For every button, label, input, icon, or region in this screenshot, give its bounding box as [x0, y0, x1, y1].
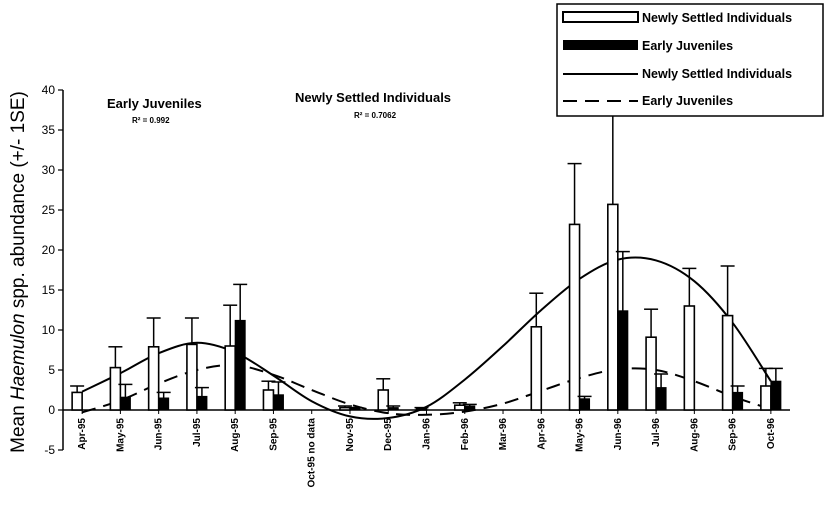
x-tick-label: Dec-95 [383, 418, 394, 451]
bar [770, 380, 782, 411]
x-tick-label: Sep-95 [268, 418, 279, 451]
x-tick-label: Feb-96 [460, 418, 471, 451]
bar [415, 407, 428, 411]
x-tick-label: Aug-95 [230, 418, 241, 452]
bar [732, 391, 744, 411]
legend-label: Newly Settled Individuals [642, 11, 792, 25]
bar-series [71, 203, 782, 411]
x-tick-label: Apr-96 [536, 418, 547, 450]
bar [147, 345, 160, 411]
annotation-r2: R² = 0.992 [132, 116, 170, 125]
bar [579, 398, 591, 411]
trend-line [81, 256, 772, 420]
legend-swatch-newly-settled-bar [562, 11, 639, 23]
legend-label: Early Juveniles [642, 94, 733, 108]
x-tick-label: Jun-95 [154, 418, 165, 451]
bar [224, 345, 236, 411]
y-tick-label: 25 [42, 203, 56, 217]
y-tick-label: 15 [42, 283, 56, 297]
x-tick-labels: Apr-95 May-95 Jun-95 Jul-95 Aug-95 Sep-95 Oct-… [77, 418, 777, 488]
y-tick-label: 30 [42, 163, 56, 177]
annotation-newly-settled: Newly Settled Individuals R² = 0.7062 [295, 90, 451, 120]
bar [607, 203, 619, 411]
x-tick-label: Jul-95 [192, 418, 203, 447]
bar [71, 391, 83, 411]
y-tick-label: 0 [48, 403, 55, 417]
x-tick-label: Apr-95 [77, 418, 88, 450]
y-axis-label: Mean Haemulon spp. abundance (+/- 1SE) [8, 91, 29, 453]
annotation-label: Newly Settled Individuals [295, 90, 451, 105]
error-bars [70, 113, 783, 409]
x-tick-label: Aug-96 [689, 418, 700, 452]
svg-text:Mean Haemulon spp. abundance (: Mean Haemulon spp. abundance (+/- 1SE) [8, 91, 29, 453]
x-tick-label: Oct-96 [766, 418, 777, 450]
bar [262, 389, 275, 411]
legend-swatch-early-juveniles-bar [563, 40, 638, 50]
x-tick-label: Jun-96 [613, 418, 624, 451]
bar [453, 404, 466, 411]
x-tick-label: May-95 [115, 418, 126, 452]
bar [617, 310, 629, 411]
bar [530, 325, 543, 411]
annotation-label: Early Juveniles [107, 96, 202, 111]
y-tick-label: -5 [44, 443, 55, 457]
bar [655, 387, 667, 411]
x-tick-label: May-96 [575, 418, 586, 452]
bar [760, 385, 772, 411]
y-tick-label: 10 [42, 323, 56, 337]
y-tick-label: 20 [42, 243, 56, 257]
bar [109, 366, 122, 411]
bar [119, 396, 131, 411]
bar [186, 343, 198, 411]
bar [683, 305, 696, 411]
x-tick-label: Mar-96 [498, 418, 509, 451]
bar [464, 405, 476, 411]
annotation-r2: R² = 0.7062 [354, 111, 397, 120]
x-tick-label: Jul-96 [651, 418, 662, 447]
x-tick-label: Nov-95 [345, 418, 356, 452]
x-tick-label: Oct-95 no data [307, 418, 318, 488]
bar [349, 407, 361, 411]
axes: -5 0 5 10 15 20 25 30 35 40 [42, 83, 790, 457]
y-tick-label: 35 [42, 123, 56, 137]
bar [158, 397, 170, 411]
bar [721, 314, 734, 411]
bar [272, 394, 284, 411]
y-tick-label: 40 [42, 83, 56, 97]
x-tick-label: Jan-96 [422, 418, 433, 450]
legend-label: Newly Settled Individuals [642, 67, 792, 81]
legend-label: Early Juveniles [642, 39, 733, 53]
legend: Newly Settled Individuals Early Juvenile… [556, 3, 824, 117]
annotation-early-juveniles: Early Juveniles R² = 0.992 [107, 96, 202, 125]
y-tick-label: 5 [48, 363, 55, 377]
bar [568, 223, 581, 411]
bar [234, 319, 246, 411]
bar [387, 407, 399, 411]
x-tick-label: Sep-96 [728, 418, 739, 451]
bar [377, 389, 390, 411]
bar [196, 395, 208, 411]
trend-lines [81, 256, 772, 420]
